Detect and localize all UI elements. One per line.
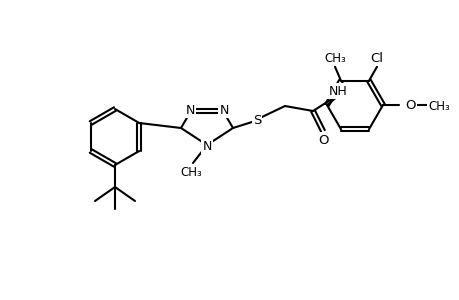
Text: N: N bbox=[219, 103, 228, 116]
Text: O: O bbox=[405, 98, 415, 112]
Text: N: N bbox=[202, 140, 211, 152]
Text: Cl: Cl bbox=[369, 52, 383, 65]
Text: N: N bbox=[185, 103, 194, 116]
Text: O: O bbox=[318, 134, 329, 146]
Text: CH₃: CH₃ bbox=[324, 52, 345, 65]
Text: NH: NH bbox=[328, 85, 347, 98]
Text: CH₃: CH₃ bbox=[427, 100, 449, 112]
Text: S: S bbox=[252, 113, 261, 127]
Text: CH₃: CH₃ bbox=[180, 166, 202, 178]
